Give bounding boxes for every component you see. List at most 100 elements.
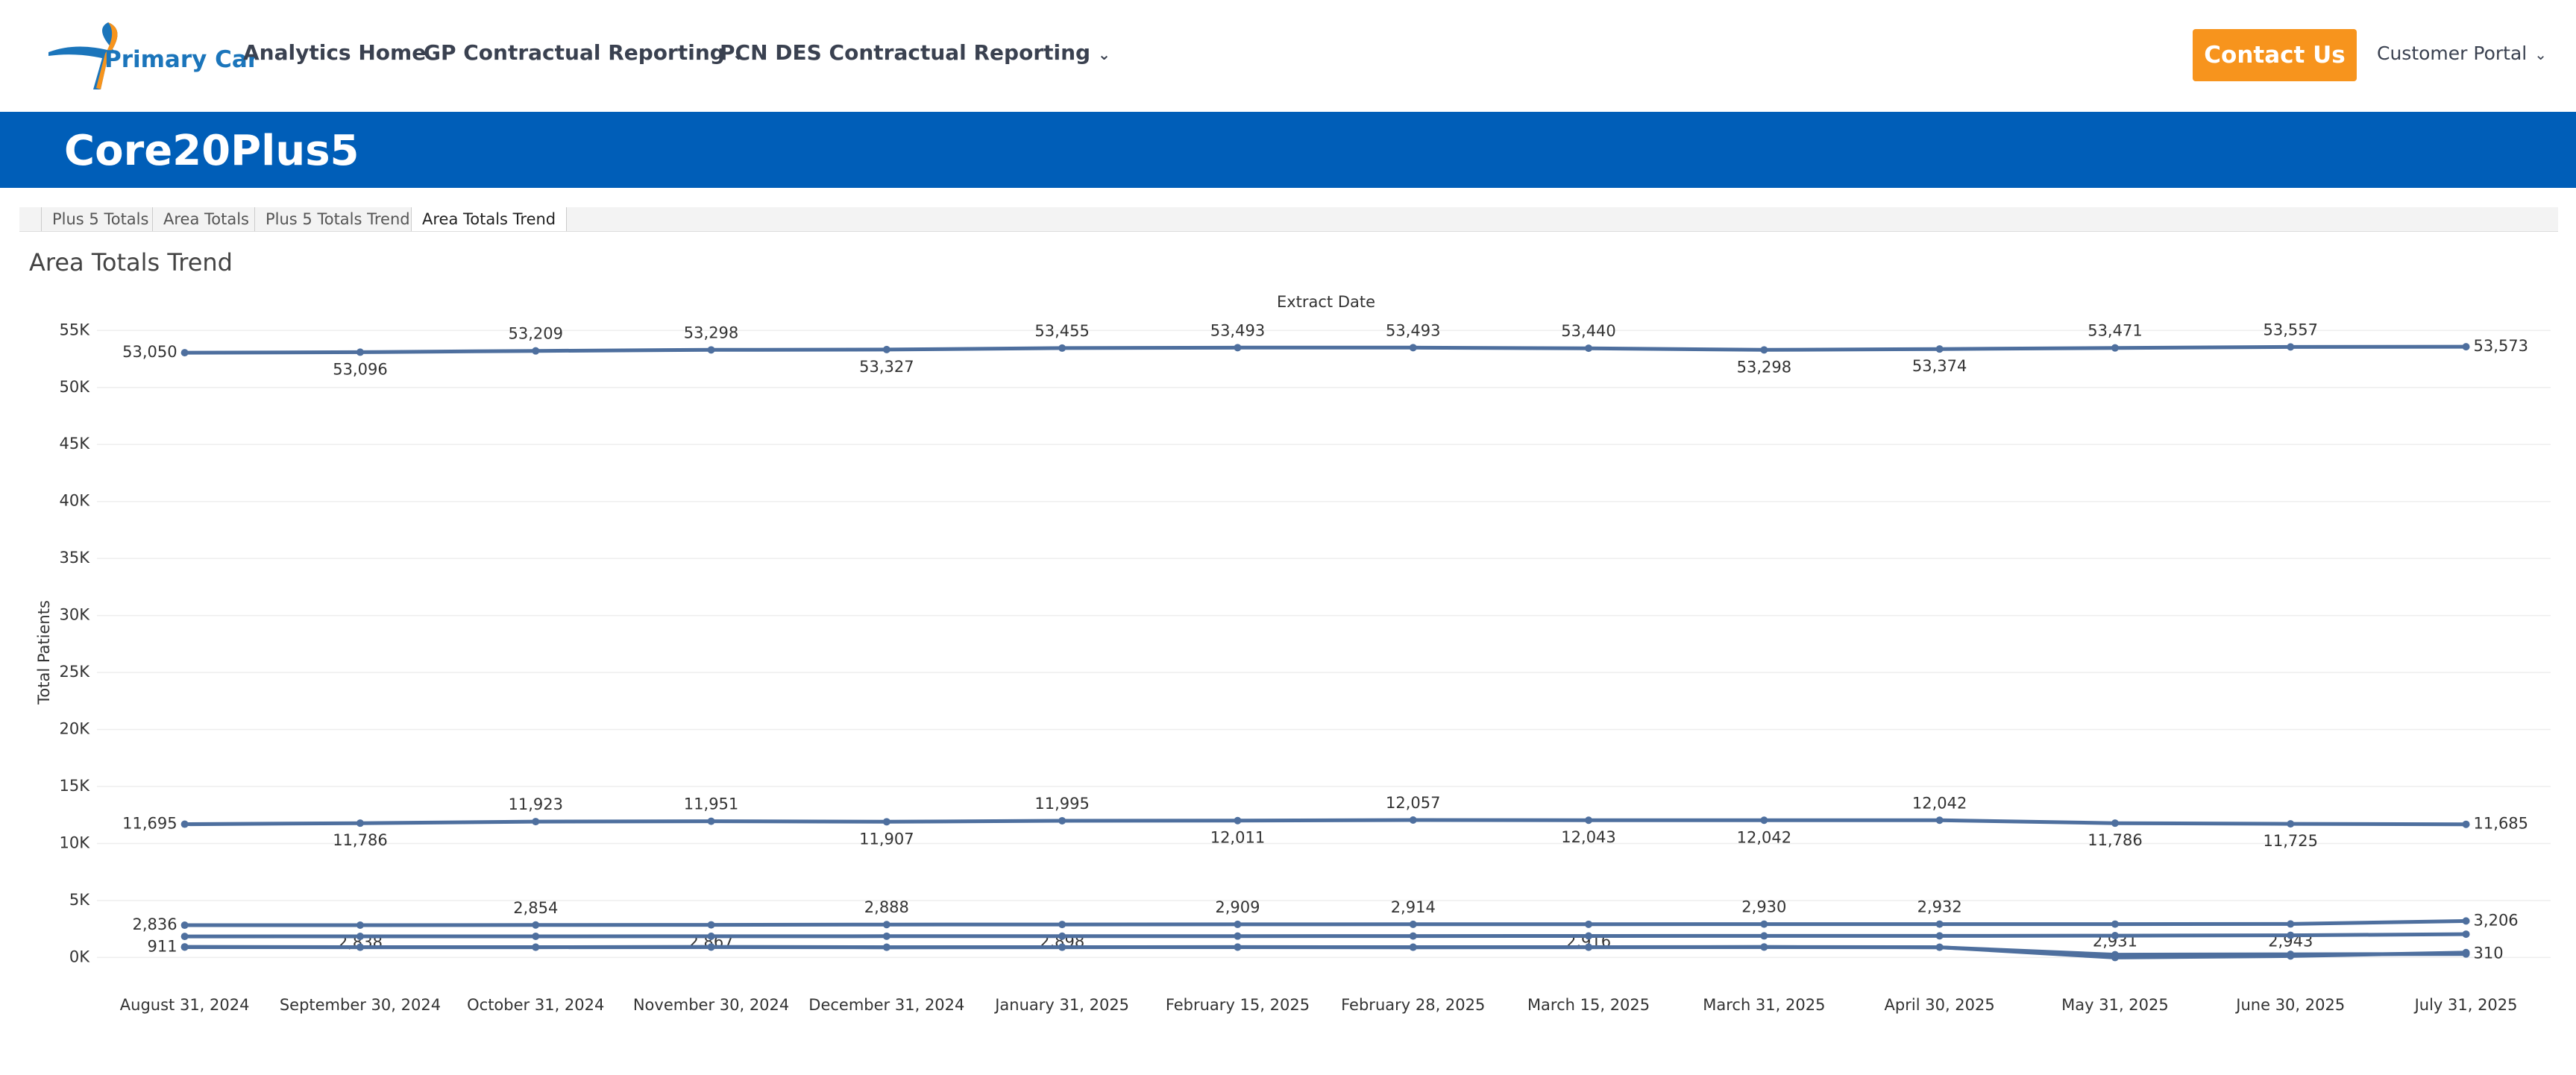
x-tick-label: February 15, 2025 <box>1166 996 1310 1014</box>
nav-text: PCN DES Contractual Reporting <box>720 40 1091 65</box>
series-line <box>184 918 2466 927</box>
data-point <box>2111 819 2119 827</box>
data-label: 53,440 <box>1561 322 1615 340</box>
data-point <box>532 347 540 355</box>
data-point <box>2287 820 2295 828</box>
x-tick-label: March 15, 2025 <box>1527 996 1650 1014</box>
contact-button[interactable]: Contact Us <box>2193 29 2357 81</box>
data-point <box>1234 932 1242 940</box>
data-label: 53,374 <box>1912 357 1967 375</box>
data-label: 12,011 <box>1210 829 1265 847</box>
data-label: 2,914 <box>1391 898 1436 916</box>
data-point <box>1585 932 1593 940</box>
data-point <box>180 943 189 951</box>
data-label: 12,057 <box>1386 794 1440 812</box>
chevron: ⌄ <box>2534 45 2547 63</box>
data-label: 2,888 <box>864 898 909 916</box>
data-point <box>1234 816 1242 825</box>
data-label: 53,493 <box>1386 321 1440 339</box>
x-tick-label: November 30, 2024 <box>633 996 789 1014</box>
nav-dropdown[interactable]: GP Contractual Reporting ⌄ <box>424 40 745 65</box>
data-label: 53,573 <box>2474 337 2528 355</box>
data-point <box>180 933 189 941</box>
portal-dropdown[interactable]: Customer Portal ⌄ <box>2377 42 2547 64</box>
data-label: 310 <box>2474 945 2504 962</box>
data-point <box>2287 920 2295 928</box>
data-point <box>1409 816 1417 825</box>
data-label: 12,042 <box>1737 828 1791 846</box>
tab[interactable]: Plus 5 Totals Trend <box>254 207 421 231</box>
x-tick-label: January 31, 2025 <box>993 996 1129 1014</box>
chevron: ⌄ <box>1098 45 1110 63</box>
y-tick-label: 45K <box>60 435 91 453</box>
tab[interactable]: Plus 5 Totals <box>41 207 159 231</box>
data-point <box>882 943 890 951</box>
data-point <box>1585 344 1593 353</box>
data-point <box>1935 345 1944 353</box>
data-point <box>1409 943 1417 951</box>
x-tick-label: May 31, 2025 <box>2061 996 2169 1014</box>
data-point <box>532 921 540 929</box>
series-line <box>184 945 2466 957</box>
x-tick-label: December 31, 2024 <box>808 996 964 1014</box>
data-label: 53,471 <box>2087 322 2142 340</box>
data-point <box>882 345 890 353</box>
y-axis-title: Total Patients <box>35 600 53 705</box>
tab-bar: Plus 5 Totals Area Totals Plus 5 Totals Tr… <box>19 207 2558 232</box>
data-point <box>1234 920 1242 928</box>
data-point <box>1760 816 1768 825</box>
data-point <box>707 932 715 940</box>
y-tick-label: 10K <box>60 833 91 851</box>
nav-text: Analytics Home <box>243 40 427 65</box>
y-tick-label: 25K <box>60 663 91 681</box>
series-line <box>184 932 2466 939</box>
data-label: 53,455 <box>1034 322 1089 340</box>
data-point <box>1409 932 1417 940</box>
data-point <box>1409 920 1417 928</box>
y-tick-label: 35K <box>60 549 91 567</box>
data-point <box>1935 932 1944 940</box>
data-point <box>532 818 540 826</box>
data-label: 53,050 <box>122 343 177 361</box>
data-label: 53,298 <box>684 324 738 341</box>
data-point <box>2111 344 2119 352</box>
data-point <box>356 348 364 356</box>
data-point <box>1935 943 1944 951</box>
data-label: 911 <box>148 937 178 955</box>
data-point <box>2111 932 2119 940</box>
data-label: 11,995 <box>1034 795 1089 813</box>
data-point <box>356 819 364 827</box>
data-point <box>2462 917 2470 925</box>
tab[interactable]: Area Totals Trend <box>411 207 568 231</box>
data-point <box>1760 932 1768 940</box>
nav-link[interactable]: Analytics Home <box>243 40 426 65</box>
data-label: 53,298 <box>1737 358 1791 376</box>
data-point <box>1409 344 1417 352</box>
x-tick-label: October 31, 2024 <box>467 996 604 1014</box>
y-tick-label: 30K <box>60 606 91 624</box>
data-label: 53,493 <box>1210 321 1265 339</box>
data-point <box>882 932 890 940</box>
data-label: 11,786 <box>2087 831 2142 849</box>
data-point <box>2462 950 2470 958</box>
data-point <box>2287 931 2295 939</box>
nav-dropdown[interactable]: PCN DES Contractual Reporting ⌄ <box>720 40 1110 65</box>
tab[interactable]: Area Totals <box>152 207 260 231</box>
data-point <box>707 943 715 951</box>
data-point <box>356 921 364 930</box>
data-point <box>1058 943 1066 951</box>
data-point <box>882 921 890 929</box>
y-tick-label: 40K <box>60 492 91 510</box>
data-point <box>1058 344 1066 352</box>
data-label: 2,932 <box>1917 898 1962 916</box>
data-label: 11,786 <box>333 831 387 849</box>
portal-text: Customer Portal <box>2377 42 2528 64</box>
data-label: 3,206 <box>2474 911 2519 929</box>
data-label: 53,209 <box>509 325 563 343</box>
data-label: 53,327 <box>859 358 914 376</box>
logo: Primary Care IT <box>48 22 257 89</box>
data-point <box>1760 943 1768 951</box>
data-point <box>1234 943 1242 951</box>
series-line <box>184 344 2466 355</box>
